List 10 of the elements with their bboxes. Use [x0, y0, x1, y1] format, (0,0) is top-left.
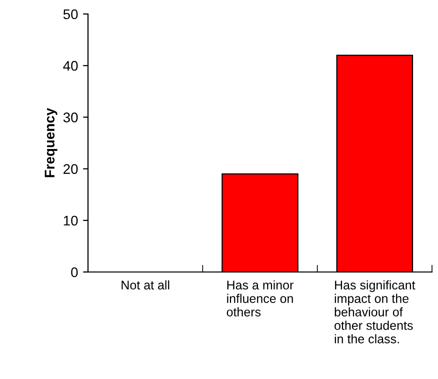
y-tick-label: 50 — [63, 9, 78, 20]
y-axis-title: Frequency — [44, 108, 58, 178]
x-tick-label: Has a minor influence on others — [226, 280, 294, 316]
y-tick-label: 10 — [64, 216, 78, 226]
y-tick-label: 0 — [71, 267, 78, 278]
x-tick-label: Has significant impact on the behaviour of other students in the class. — [334, 280, 416, 344]
y-tick-label: 40 — [63, 60, 78, 71]
y-tick-label: 30 — [63, 112, 78, 122]
x-tick-label: Not at all — [122, 280, 170, 290]
y-tick-label: 20 — [64, 164, 78, 174]
